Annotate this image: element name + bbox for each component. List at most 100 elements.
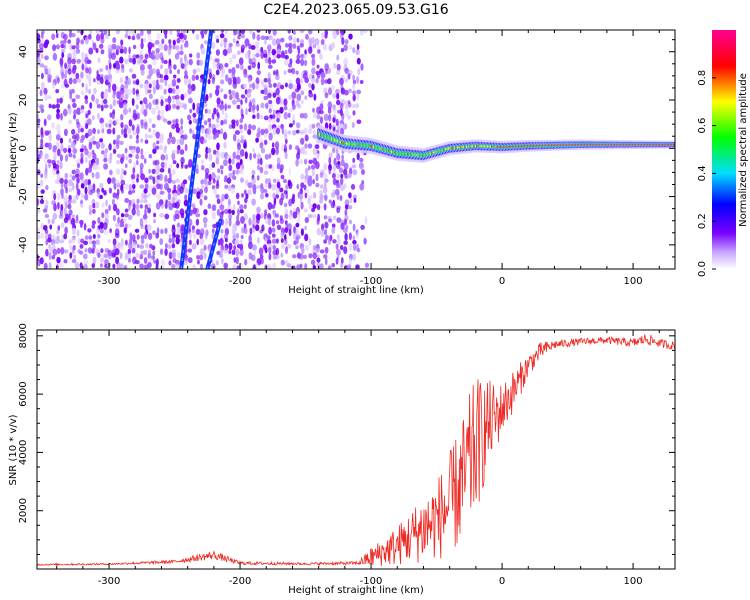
heatmap-noise-cell: [268, 226, 272, 235]
heatmap-noise-cell: [235, 130, 240, 135]
heatmap-noise-cell: [159, 173, 163, 181]
heatmap-noise-cell: [304, 95, 308, 100]
heatmap-noise-cell: [40, 132, 44, 139]
heatmap-noise-cell: [163, 88, 167, 95]
heatmap-noise-cell: [87, 88, 92, 95]
heatmap-noise-cell: [316, 64, 320, 69]
heatmap-noise-cell: [68, 152, 73, 158]
heatmap-noise-cell: [308, 253, 313, 259]
heatmap-noise-cell: [80, 90, 85, 96]
heatmap-noise-cell: [71, 88, 75, 94]
heatmap-noise-cell: [320, 32, 325, 39]
colorbar-tick-label: 0.2: [697, 213, 708, 229]
heatmap-noise-cell: [267, 264, 272, 269]
heatmap-noise-cell: [271, 164, 275, 172]
heatmap-noise-cell: [340, 262, 344, 269]
heatmap-noise-cell: [55, 103, 61, 109]
heatmap-noise-cell: [71, 58, 76, 65]
heatmap-noise-cell: [124, 252, 129, 261]
heatmap-noise-cell: [40, 173, 44, 178]
heatmap-noise-cell: [263, 132, 268, 138]
heatmap-noise-cell: [75, 42, 80, 50]
heatmap-noise-cell: [255, 224, 260, 232]
heatmap-noise-cell: [136, 209, 141, 217]
heatmap-noise-cell: [283, 70, 287, 75]
heatmap-noise-cell: [232, 233, 237, 240]
heatmap-noise-cell: [136, 173, 140, 179]
heatmap-noise-cell: [192, 102, 196, 111]
heatmap-noise-cell: [91, 94, 95, 102]
heatmap-noise-cell: [96, 227, 100, 235]
heatmap-noise-cell: [77, 128, 81, 134]
heatmap-noise-cell: [328, 152, 333, 158]
heatmap-noise-cell: [240, 30, 246, 35]
heatmap-noise-cell: [288, 144, 293, 150]
heatmap-noise-cell: [175, 178, 180, 184]
heatmap-noise-cell: [76, 58, 81, 64]
heatmap-noise-cell: [160, 228, 164, 235]
heatmap-noise-cell: [342, 228, 348, 234]
heatmap-noise-cell: [223, 159, 228, 167]
heatmap-noise-cell: [152, 230, 156, 235]
heatmap-noise-cell: [96, 73, 101, 82]
heatmap-noise-cell: [304, 134, 309, 142]
heatmap-noise-cell: [83, 259, 89, 266]
heatmap-noise-cell: [104, 148, 109, 154]
heatmap-noise-cell: [328, 113, 332, 122]
heatmap-noise-cell: [252, 82, 255, 90]
heatmap-noise-cell: [192, 233, 197, 239]
heatmap-noise-cell: [273, 197, 277, 206]
heatmap-noise-cell: [167, 192, 172, 201]
heatmap-noise-cell: [233, 30, 237, 36]
heatmap-noise-cell: [140, 238, 145, 245]
heatmap-noise-cell: [67, 203, 72, 210]
heatmap-noise-cell: [113, 62, 117, 69]
heatmap-noise-cell: [297, 47, 301, 55]
heatmap-noise-cell: [139, 253, 144, 260]
heatmap-noise-cell: [59, 154, 64, 162]
heatmap-noise-cell: [312, 43, 317, 49]
heatmap-noise-cell: [115, 49, 119, 56]
heatmap-noise-cell: [67, 147, 72, 154]
heatmap-noise-cell: [276, 112, 281, 120]
heatmap-noise-cell: [59, 97, 63, 104]
heatmap-noise-cell: [251, 177, 257, 185]
heatmap-noise-cell: [256, 104, 260, 112]
heatmap-noise-cell: [331, 263, 336, 268]
heatmap-noise-cell: [57, 77, 60, 84]
heatmap-noise-cell: [328, 218, 333, 223]
heatmap-noise-cell: [176, 226, 181, 234]
heatmap-noise-cell: [74, 262, 80, 269]
heatmap-noise-cell: [187, 88, 192, 95]
heatmap-noise-cell: [336, 70, 341, 76]
heatmap-noise-cell: [80, 57, 86, 64]
figure-title: C2E4.2023.065.09.53.G16: [263, 2, 448, 18]
heatmap-noise-cell: [336, 249, 341, 256]
heatmap-noise-cell: [227, 104, 232, 109]
heatmap-noise-cell: [153, 87, 156, 95]
colorbar-tick-label: 0.6: [697, 118, 708, 134]
heatmap-noise-cell: [271, 238, 277, 244]
heatmap-noise-cell: [88, 141, 93, 150]
heatmap-noise-cell: [281, 126, 285, 135]
heatmap-noise-cell: [263, 87, 268, 96]
heatmap-noise-cell: [207, 180, 212, 186]
heatmap-noise-cell: [79, 172, 84, 181]
heatmap-noise-cell: [144, 53, 149, 60]
heatmap-noise-cell: [54, 238, 60, 245]
heatmap-streak-core: [206, 220, 221, 269]
heatmap-noise-cell: [135, 153, 140, 160]
heatmap-noise-cell: [340, 222, 345, 230]
heatmap-noise-cell: [320, 72, 326, 79]
heatmap-noise-cell: [167, 244, 172, 249]
heatmap-noise-cell: [160, 161, 165, 169]
heatmap-noise-cell: [76, 229, 80, 237]
heatmap-noise-cell: [343, 246, 348, 255]
heatmap-noise-cell: [135, 260, 140, 265]
heatmap-noise-cell: [260, 35, 266, 40]
heatmap-noise-cell: [226, 155, 232, 160]
heatmap-noise-cell: [275, 238, 279, 244]
heatmap-noise-cell: [70, 141, 76, 149]
heatmap-noise-cell: [304, 77, 310, 84]
heatmap-noise-cell: [40, 53, 44, 59]
